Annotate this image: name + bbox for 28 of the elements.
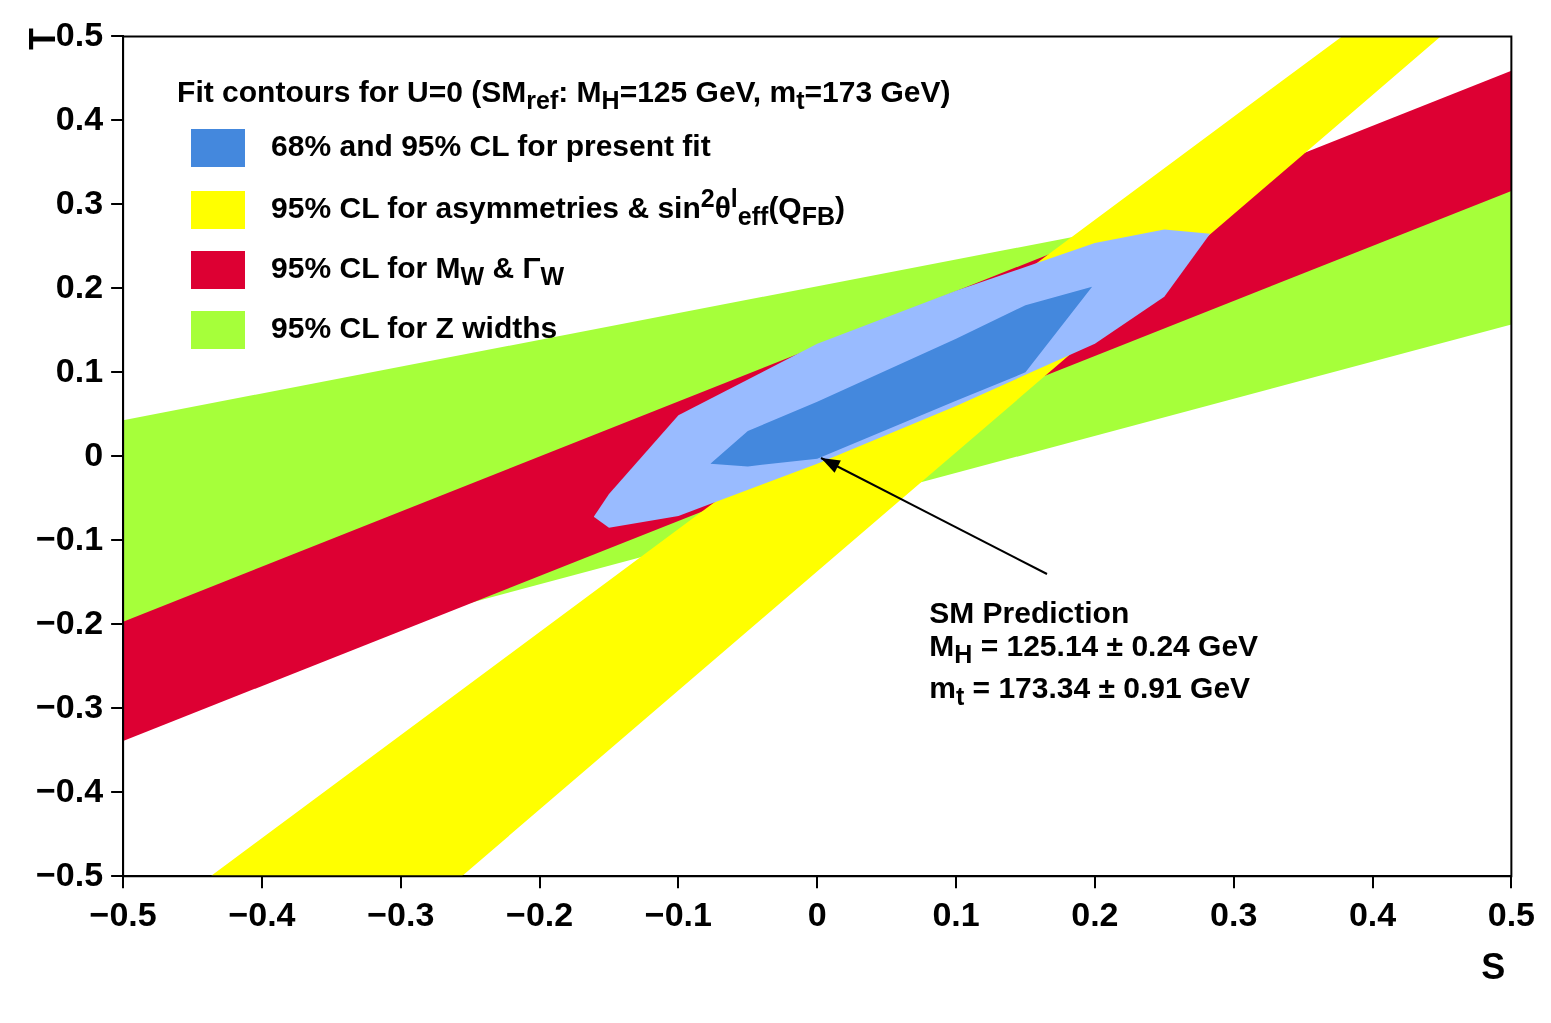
legend-label: 95% CL for asymmetries & sin$^{2}$θ$^{l}$$_{eff}$(Q$_{FB}$) <box>271 184 846 231</box>
x-tick-label: −0.2 <box>506 894 574 933</box>
x-tick-label: −0.1 <box>644 894 712 933</box>
x-tick-label: 0.3 <box>1210 894 1258 933</box>
legend-label: 95% CL for M$_{W}$ & Γ$_{W}$ <box>271 251 565 291</box>
y-tick-label: 0.3 <box>55 182 104 221</box>
x-tick-label: 0.5 <box>1487 894 1535 933</box>
x-tick-label: 0 <box>807 894 827 933</box>
x-axis-title: S <box>1481 946 1506 989</box>
y-tick-label: −0.3 <box>36 686 104 725</box>
x-tick-label: 0.2 <box>1071 894 1119 933</box>
legend-title: Fit contours for U=0 (SM$_{ref}$: M$_{H}$=125 GeV, m$_{t}$=173 GeV) <box>177 74 951 117</box>
y-tick-label: −0.1 <box>36 518 104 557</box>
annotation: SM Prediction M$_{H}$ = 125.14 ± 0.24 GeV m$_{t}$ = 173.34 ± 0.91 GeV <box>929 596 1259 713</box>
y-tick-label: 0.4 <box>55 98 104 137</box>
x-tick-label: −0.5 <box>89 894 157 933</box>
x-tick-label: 0.4 <box>1348 894 1397 933</box>
x-tick-label: −0.4 <box>228 894 296 933</box>
x-tick-label: 0.1 <box>932 894 980 933</box>
y-tick-label: 0 <box>84 434 104 473</box>
legend-label: 68% and 95% CL for present fit <box>271 129 711 163</box>
x-tick-label: −0.3 <box>367 894 435 933</box>
y-tick-label: 0.1 <box>55 350 104 389</box>
y-tick-label: −0.2 <box>36 602 104 641</box>
y-tick-label: −0.5 <box>36 854 104 893</box>
y-tick-label: −0.4 <box>36 770 104 809</box>
y-tick-label: 0.2 <box>55 266 104 305</box>
legend-label: 95% CL for Z widths <box>271 311 558 345</box>
